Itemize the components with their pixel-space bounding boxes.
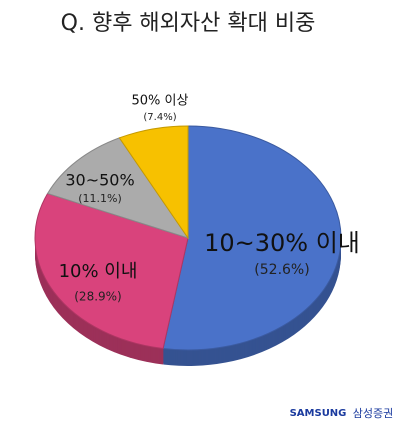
value-label: (11.1%)	[78, 192, 122, 205]
slice	[162, 125, 342, 351]
slice-label: 10% 이내	[59, 261, 138, 282]
slice-label: 10~30% 이내	[204, 229, 360, 257]
slice	[46, 137, 190, 239]
value-label: (52.6%)	[254, 262, 309, 278]
value-label: (28.9%)	[74, 290, 121, 304]
slice-label: 30~50%	[65, 171, 134, 190]
chart-title: Q. 향후 해외자산 확대 비중	[61, 11, 316, 36]
slice	[118, 125, 189, 240]
slice-label: 50% 이상	[132, 94, 189, 109]
value-label: (7.4%)	[143, 112, 176, 123]
logo: SAMSUNG	[290, 408, 347, 419]
brand: 삼성증권	[353, 407, 393, 420]
slice	[34, 192, 189, 350]
